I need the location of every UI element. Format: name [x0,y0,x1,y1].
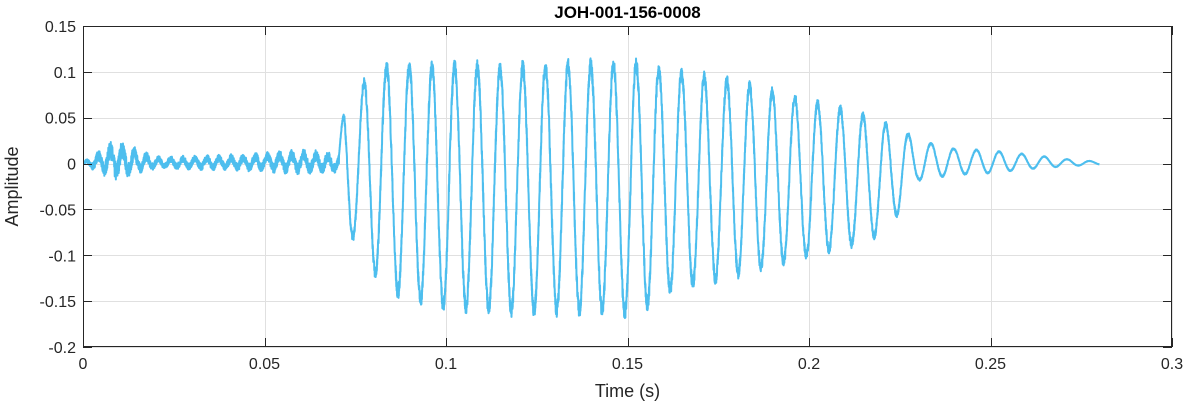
y-tick-label: 0.05 [45,111,76,128]
x-tick-label: 0.15 [612,356,643,373]
y-tick-label: -0.15 [40,294,77,311]
waveform-line [83,57,1101,320]
y-tick-label: 0.15 [45,19,76,36]
y-tick-label: -0.05 [40,202,77,219]
y-axis-label: Amplitude [2,146,22,226]
plot-area [83,26,1172,347]
x-tick-label: 0.2 [798,356,820,373]
series-layer [83,57,1101,320]
y-tick-label: 0.1 [54,65,76,82]
ticks: 0 0.05 0.1 0.15 0.2 0.25 0.3 -0.2 -0.15 -0.1 -0.05… [40,19,1184,373]
plot-frame [83,26,1172,347]
x-tick-label: 0.3 [1161,356,1183,373]
y-tick-label: -0.1 [48,248,76,265]
x-axis-label: Time (s) [595,381,660,401]
x-tick-label: 0.25 [975,356,1006,373]
x-tick-label: 0.05 [249,356,280,373]
x-tick-label: 0 [79,356,88,373]
x-tick-label: 0.1 [435,356,457,373]
y-tick-label: 0 [67,157,76,174]
chart-title: JOH-001-156-0008 [554,3,700,22]
y-tick-label: -0.2 [48,340,76,357]
